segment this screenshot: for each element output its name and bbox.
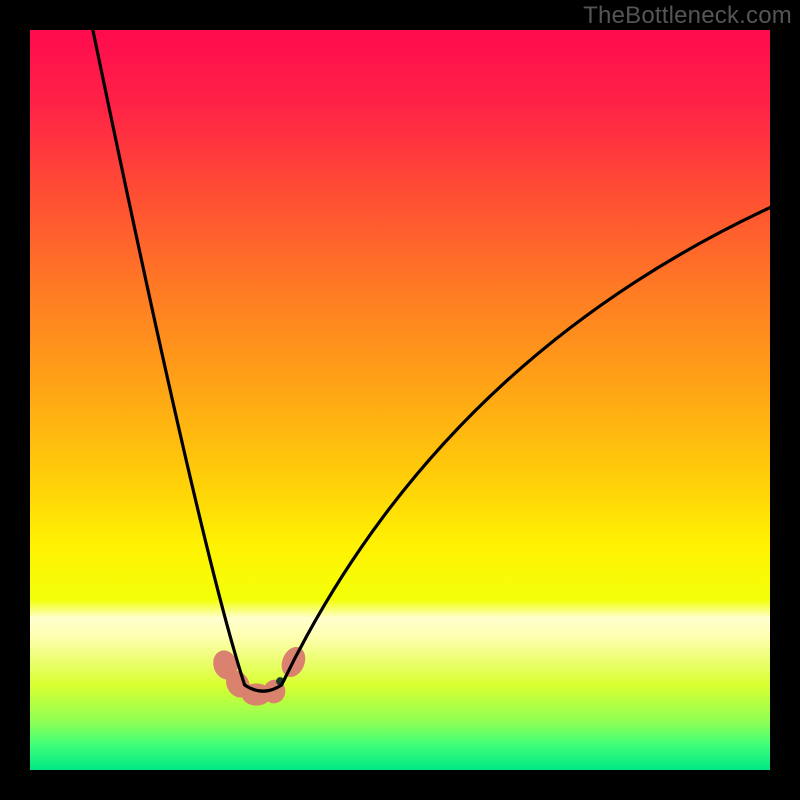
gradient-plot-area	[30, 30, 770, 770]
chart-root: TheBottleneck.com	[0, 0, 800, 800]
watermark-text: TheBottleneck.com	[583, 2, 792, 30]
bottleneck-curve-chart	[0, 0, 800, 800]
